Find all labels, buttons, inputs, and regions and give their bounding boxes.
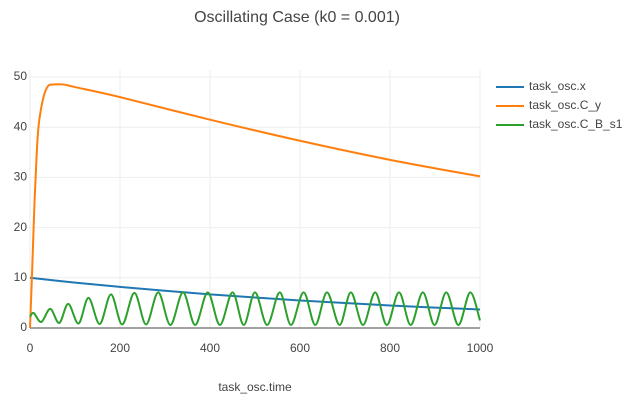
legend-label: task_osc.x xyxy=(529,79,586,93)
y-tick-label: 20 xyxy=(14,220,28,234)
y-tick-label: 0 xyxy=(20,320,27,334)
y-tick-label: 50 xyxy=(14,69,28,83)
data-line xyxy=(29,291,481,326)
chart-title: Oscillating Case (k0 = 0.001) xyxy=(194,9,400,26)
data-line xyxy=(29,276,481,311)
x-tick-label: 0 xyxy=(27,341,34,355)
y-tick-label: 30 xyxy=(14,170,28,184)
x-axis-title: task_osc.time xyxy=(218,380,292,394)
x-tick-label: 600 xyxy=(290,341,310,355)
x-tick-label: 1000 xyxy=(467,341,494,355)
legend-label: task_osc.C_y xyxy=(529,98,601,112)
y-tick-label: 10 xyxy=(14,270,28,284)
x-tick-label: 800 xyxy=(380,341,400,355)
data-line xyxy=(29,83,481,329)
legend-label: task_osc.C_B_s1 xyxy=(529,117,623,131)
y-tick-label: 40 xyxy=(14,119,28,133)
x-tick-label: 400 xyxy=(200,341,220,355)
x-tick-label: 200 xyxy=(110,341,130,355)
